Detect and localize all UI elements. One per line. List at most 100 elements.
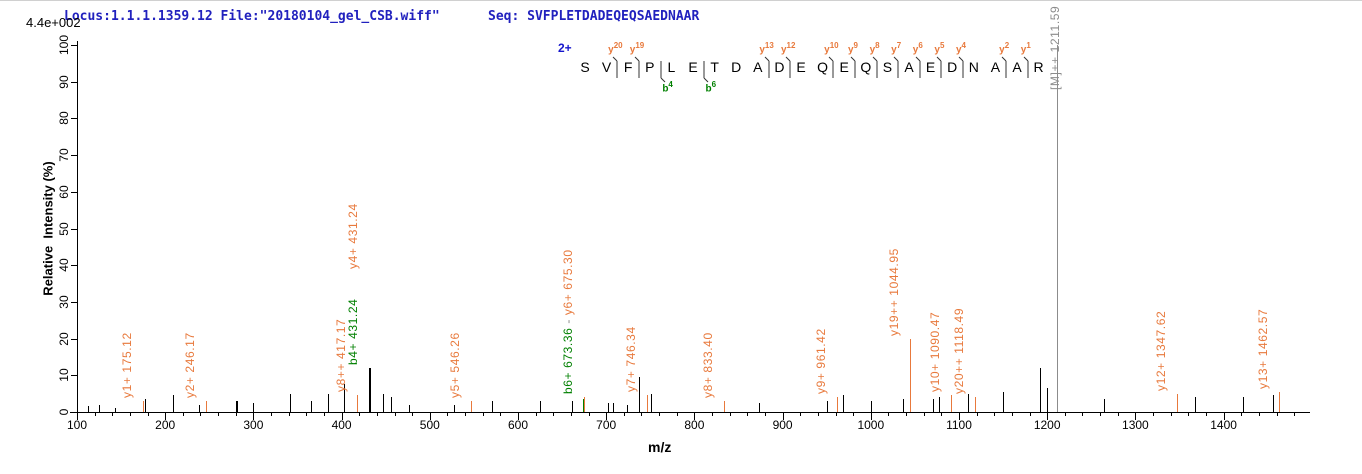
peak xyxy=(1003,391,1005,412)
fragment-divider xyxy=(1023,56,1029,78)
y-ion-ladder-label: y2 xyxy=(999,41,1010,56)
sequence-residue: Q xyxy=(860,59,872,75)
x-minor-tick xyxy=(570,412,572,416)
x-major-tick xyxy=(1223,412,1225,420)
y-tick xyxy=(71,265,77,267)
peak xyxy=(289,393,291,412)
peak-label: y1+ 175.12 xyxy=(120,332,134,398)
b-ion-ladder-label: b6 xyxy=(705,80,717,95)
peak-label-segment: y7+ 746.34 xyxy=(624,326,639,393)
x-major-tick xyxy=(165,412,167,420)
x-minor-tick xyxy=(1153,412,1155,416)
x-minor-tick xyxy=(482,412,484,416)
x-minor-tick xyxy=(288,412,290,416)
peak xyxy=(198,404,200,412)
x-minor-tick xyxy=(817,412,819,416)
peak xyxy=(1195,397,1197,412)
peak-y8 xyxy=(356,395,358,412)
fragment-divider xyxy=(764,56,770,78)
sequence-residue: F xyxy=(623,59,633,75)
sequence-residue: A xyxy=(904,59,914,75)
fragment-divider xyxy=(634,56,640,78)
y-ion-ladder-label: y8 xyxy=(869,41,880,56)
x-tick-label: 1400 xyxy=(1210,418,1237,432)
peak-label: b4+ 431.24 xyxy=(346,298,361,365)
peak xyxy=(1243,397,1244,412)
peak xyxy=(144,399,146,412)
peak-y6 xyxy=(584,397,586,412)
fragment-divider xyxy=(613,56,618,78)
peak-label-segment: - xyxy=(561,315,576,328)
sequence-residue: D xyxy=(731,59,742,75)
x-minor-tick xyxy=(906,412,908,416)
peak xyxy=(328,393,330,412)
x-minor-tick xyxy=(182,412,184,416)
x-minor-tick xyxy=(359,412,361,416)
peak-label-segment: b6+ 673.36 xyxy=(561,327,576,395)
sequence-residue: L xyxy=(667,59,676,75)
y-tick xyxy=(71,375,77,377)
x-major-tick xyxy=(77,412,78,420)
peak-y9 xyxy=(836,397,838,412)
sequence-residue: E xyxy=(688,59,698,75)
peak-y1 xyxy=(143,400,145,412)
x-minor-tick xyxy=(412,412,414,416)
peak xyxy=(627,404,629,412)
x-minor-tick xyxy=(94,412,96,416)
y-tick-label: 40 xyxy=(57,258,71,272)
peak-y13 xyxy=(1278,391,1280,412)
peak-label-segment: [M]++ 1211.59 xyxy=(1048,5,1063,90)
peak-label: y8+ 833.40 xyxy=(701,332,715,398)
x-tick-label: 900 xyxy=(772,418,793,432)
peak-b4y4 xyxy=(369,367,372,412)
peak-label: b6+ 673.36 - y6+ 675.30 xyxy=(561,249,576,395)
x-minor-tick xyxy=(1064,412,1066,416)
peak xyxy=(933,399,935,412)
peak-b6 xyxy=(582,399,584,412)
peak xyxy=(235,400,238,412)
sequence-residue: V xyxy=(601,59,612,75)
peak-label-segment: y13+ 1462.57 xyxy=(1255,308,1270,389)
peak-y12 xyxy=(1177,393,1179,412)
peak-label: y9+ 961.42 xyxy=(814,329,828,395)
y-ion-ladder-label: y1 xyxy=(1020,41,1031,56)
x-tick-label: 1100 xyxy=(946,418,972,432)
x-minor-tick xyxy=(729,412,731,416)
x-minor-tick xyxy=(1276,412,1278,416)
peak-label-segment: b4+ 431.24 xyxy=(346,298,361,365)
peak-label-segment: y6+ 675.30 xyxy=(561,249,576,316)
y-ion-ladder-label: y10 xyxy=(824,41,839,56)
peak xyxy=(1047,388,1049,412)
y-tick-label: 80 xyxy=(57,111,71,126)
peak xyxy=(173,395,175,412)
sequence-residue: A xyxy=(990,59,1001,75)
y-ion-ladder-label: y13 xyxy=(759,41,774,56)
peak xyxy=(758,402,760,412)
x-minor-tick xyxy=(235,412,237,416)
x-axis-title: m/z xyxy=(648,439,672,455)
y-tick xyxy=(71,412,77,413)
x-minor-tick xyxy=(271,412,273,416)
peak-label-segment: y5+ 546.26 xyxy=(447,332,462,398)
x-tick-label: 300 xyxy=(243,418,264,432)
peak-label-segment: y2+ 246.17 xyxy=(182,332,197,398)
x-tick-label: 100 xyxy=(66,418,88,432)
peak-y10 xyxy=(950,395,952,412)
peak xyxy=(938,397,940,412)
x-tick-label: 1200 xyxy=(1033,418,1061,432)
peak xyxy=(99,404,101,412)
peak xyxy=(114,408,116,412)
fragment-divider xyxy=(850,56,856,78)
peak xyxy=(491,400,493,412)
x-major-tick xyxy=(959,412,960,420)
peak-y19 xyxy=(910,338,912,412)
x-minor-tick xyxy=(764,412,766,416)
x-minor-tick xyxy=(1170,412,1172,416)
y-tick xyxy=(71,301,77,303)
peak-label: y4+ 431.24 xyxy=(346,203,360,269)
x-minor-tick xyxy=(941,412,943,416)
x-minor-tick xyxy=(323,412,325,416)
fragment-divider xyxy=(958,56,964,78)
peak-label: y13+ 1462.57 xyxy=(1255,308,1270,389)
peak xyxy=(613,402,615,412)
